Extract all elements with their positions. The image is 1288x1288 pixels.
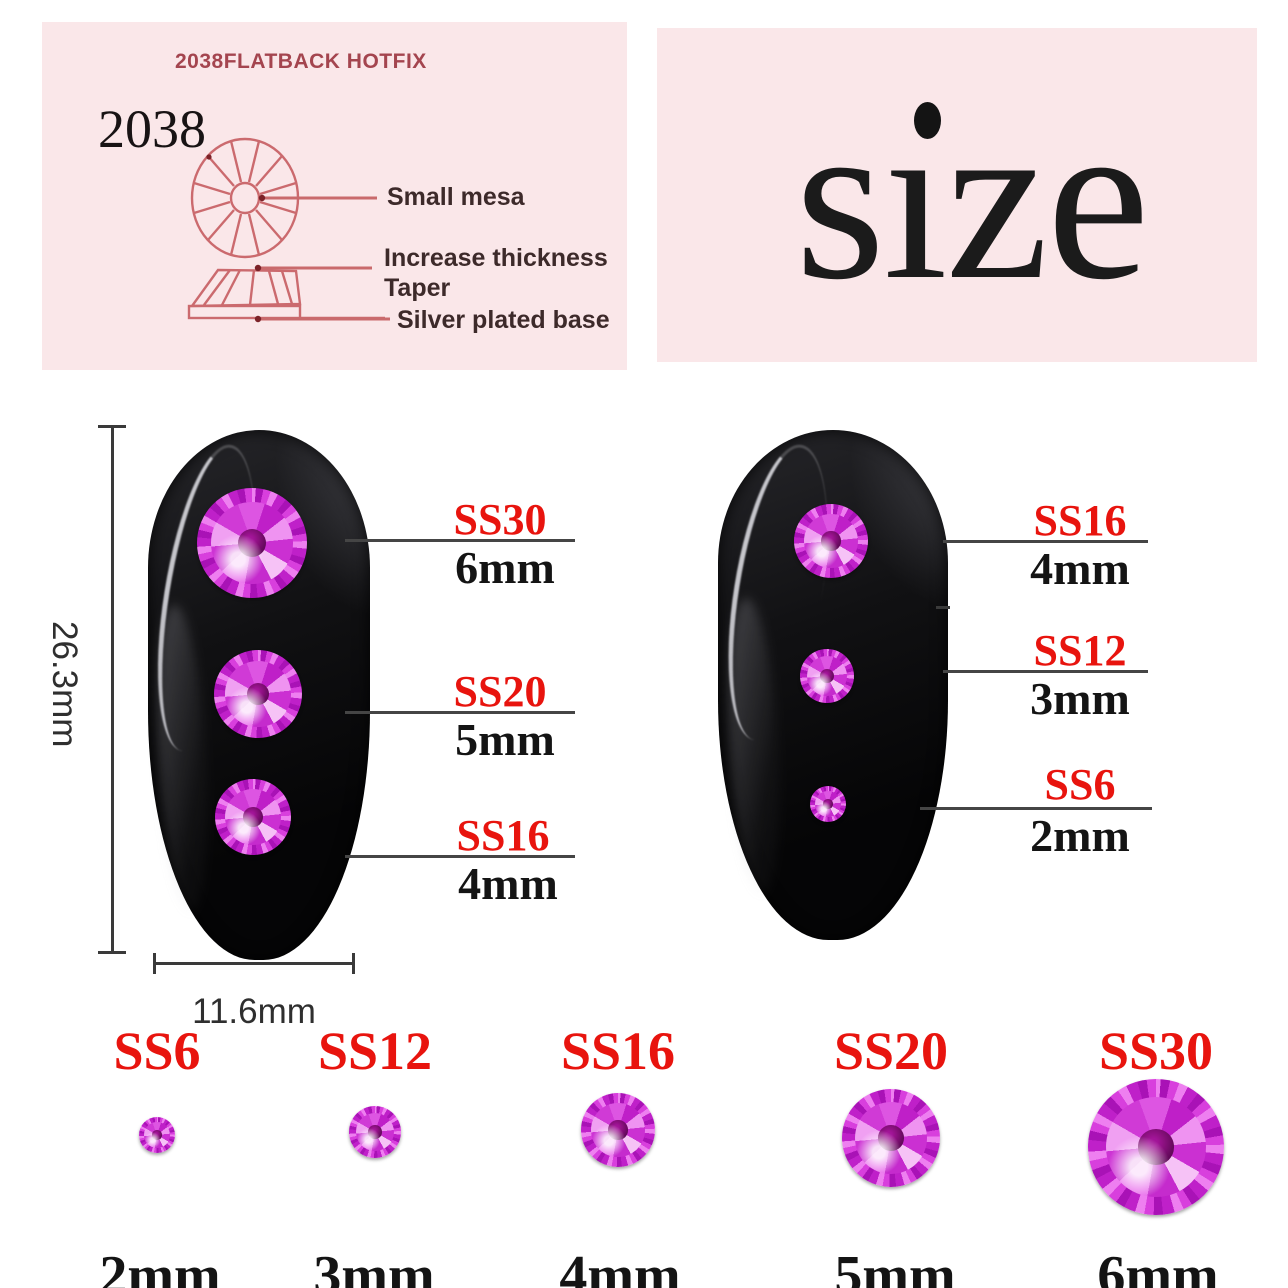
callout-4mm: 4mm [458,858,558,909]
callout-rule [345,539,575,542]
measure-cap [98,425,126,428]
chart-6mm: 6mm [1097,1245,1219,1288]
callout-5mm: 5mm [455,714,555,765]
label-increase-thickness: Increase thickness [384,244,608,272]
nail-width-label: 11.6mm [192,992,316,1031]
chart-gem-ss30 [1088,1079,1224,1215]
chart-gem-ss12 [349,1106,401,1158]
chart-ss6: SS6 [113,1021,201,1081]
chart-ss16: SS16 [560,1021,676,1081]
size-panel: sıze [657,28,1257,362]
callout-4mm: 4mm [1030,543,1130,594]
rhinestone-spec-diagram [187,137,390,323]
label-small-mesa: Small mesa [387,183,525,211]
chart-3mm: 3mm [313,1245,435,1288]
callout-rule [943,670,1148,673]
chart-5mm: 5mm [834,1245,956,1288]
top-view-drawing [190,137,300,259]
callout-ss30: SS30 [453,495,547,544]
callout-pointers [206,154,390,323]
callout-rule [920,807,1152,810]
rhinestone-ss6 [810,786,846,822]
callout-6mm: 6mm [455,542,555,593]
chart-gem-ss20 [842,1089,940,1187]
chart-4mm: 4mm [559,1245,681,1288]
height-measure-line [111,427,114,953]
rhinestone-ss16 [215,779,291,855]
rhinestone-ss16 [794,504,868,578]
callout-rule [345,855,575,858]
tick-mark [936,606,950,609]
chart-gem-ss6 [139,1117,175,1153]
label-taper: Taper [384,274,451,302]
callout-2mm: 2mm [1030,810,1130,861]
callout-rule [943,540,1148,543]
callout-3mm: 3mm [1030,673,1130,724]
measure-cap [153,953,156,974]
spec-panel: 2038FLATBACK HOTFIX 2038 Small mesa Incr… [42,22,627,370]
nail-left [139,430,370,960]
callout-ss16: SS16 [1033,496,1127,545]
chart-ss20: SS20 [833,1021,949,1081]
size-title-dot [914,102,941,139]
side-view-drawing [187,268,385,320]
callout-ss12: SS12 [1033,626,1127,675]
rhinestone-ss20 [214,650,302,738]
rhinestone-ss12 [800,649,854,703]
model-number: 2038 [98,99,206,159]
label-silver-base: Silver plated base [397,306,610,334]
chart-ss12: SS12 [317,1021,433,1081]
chart-ss30: SS30 [1098,1021,1214,1081]
callout-rule [345,711,575,714]
chart-gem-ss16 [581,1093,655,1167]
rhinestone-ss30 [197,488,307,598]
callout-ss16: SS16 [456,811,550,860]
nail-height-label: 26.3mm [45,621,84,748]
callout-ss6: SS6 [1044,760,1116,809]
nail-right [711,430,948,940]
callout-ss20: SS20 [453,667,547,716]
width-measure-line [154,962,354,965]
chart-2mm: 2mm [99,1245,221,1288]
measure-cap [352,953,355,974]
spec-header: 2038FLATBACK HOTFIX [175,50,427,73]
measure-cap [98,951,126,954]
size-title: sıze [795,71,1150,328]
